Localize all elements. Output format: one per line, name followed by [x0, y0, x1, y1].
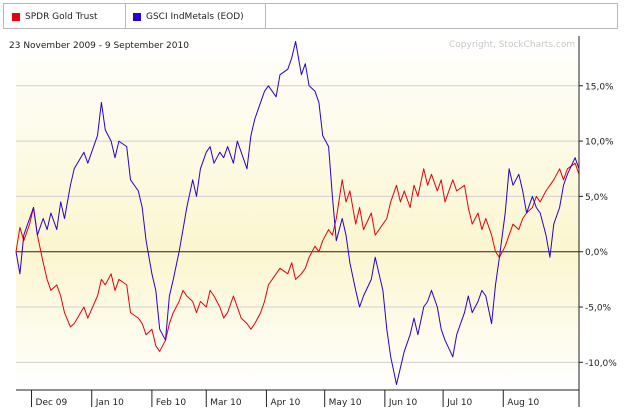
y-tick-label: 0,0% [585, 248, 608, 258]
y-tick-label: 5,0% [585, 193, 608, 203]
y-tick-label: 15,0% [585, 82, 614, 92]
negative-zone [16, 251, 579, 390]
x-tick-label: Feb 10 [156, 398, 187, 408]
series-line-metals [15, 41, 580, 385]
legend-divider [265, 4, 266, 28]
plot-background [16, 36, 579, 390]
series-line-gold [15, 162, 580, 352]
grid-lines [16, 85, 579, 363]
legend-divider [125, 4, 126, 28]
y-tick-label: -5,0% [585, 304, 612, 314]
date-range-subtitle: 23 November 2009 - 9 September 2010 [9, 41, 189, 51]
legend-item-gold: SPDR Gold Trust [12, 10, 98, 24]
positive-zone [16, 36, 579, 252]
x-tick-label: Jan 10 [95, 398, 124, 408]
legend-label-gold: SPDR Gold Trust [25, 12, 98, 22]
x-tick-label: Jun 10 [388, 398, 418, 408]
x-tick-label: Apr 10 [270, 398, 300, 408]
copyright-text: Copyright, StockCharts.com [449, 40, 575, 50]
x-tick-label: Mar 10 [210, 398, 242, 408]
legend-swatch-gold [12, 13, 20, 21]
x-tick-label: May 10 [329, 398, 362, 408]
legend-label-metals: GSCI IndMetals (EOD) [146, 12, 244, 22]
x-tick-label: Dec 09 [36, 398, 68, 408]
legend-swatch-metals [133, 13, 141, 21]
axes: 15,0% 10,0% 5,0% 0,0% -5,0% -10,0% Dec 09 Jan 1… [16, 36, 617, 408]
x-tick-label: Aug 10 [507, 398, 539, 408]
series-lines [15, 41, 580, 385]
legend-item-metals: GSCI IndMetals (EOD) [133, 10, 244, 24]
x-tick-label: Jul 10 [446, 398, 472, 408]
y-tick-label: -10,0% [585, 359, 617, 369]
legend: SPDR Gold Trust GSCI IndMetals (EOD) [3, 3, 618, 29]
y-tick-label: 10,0% [585, 138, 614, 148]
